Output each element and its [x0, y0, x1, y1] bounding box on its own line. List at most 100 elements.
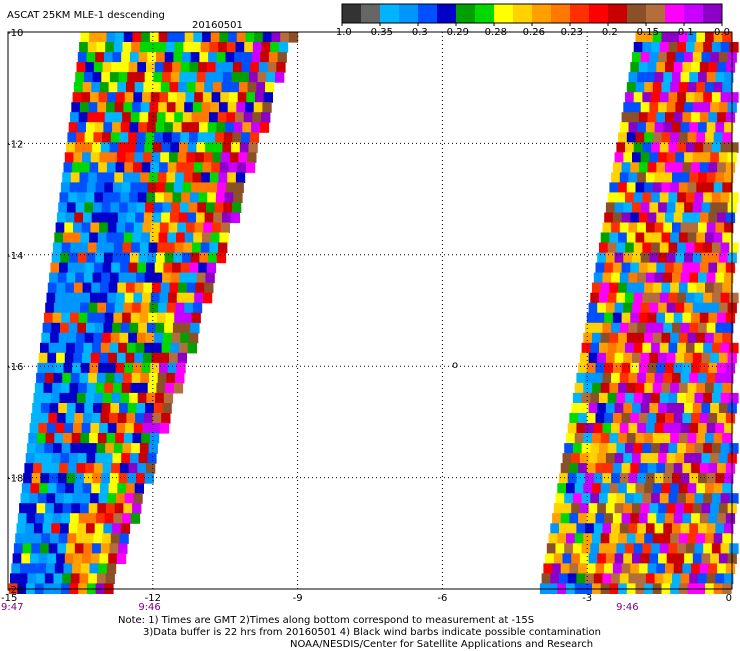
- data-cell: [609, 332, 619, 344]
- data-cell: [724, 222, 734, 234]
- data-cell: [691, 362, 701, 374]
- data-cell: [79, 242, 89, 254]
- data-cell: [50, 463, 60, 474]
- data-cell: [611, 172, 621, 183]
- data-cell: [708, 312, 718, 324]
- data-cell: [600, 533, 610, 544]
- data-cell: [11, 563, 21, 574]
- data-cell: [616, 493, 626, 504]
- data-cell: [120, 122, 131, 133]
- data-cell: [593, 322, 604, 334]
- data-cell: [705, 533, 715, 544]
- data-cell: [720, 242, 730, 254]
- data-cell: [101, 473, 111, 484]
- data-cell: [121, 182, 131, 193]
- data-cell: [74, 342, 85, 354]
- data-cell: [607, 342, 617, 354]
- data-cell: [149, 32, 160, 43]
- data-cell: [647, 212, 657, 224]
- data-cell: [83, 342, 93, 354]
- data-cell: [230, 82, 240, 93]
- axis-ticks: -10-12-14-16-18-20-15 -12 -9 -6 -3 09:47 9:46 9…: [1, 28, 732, 613]
- data-cell: [682, 212, 692, 224]
- data-cell: [72, 563, 82, 574]
- data-cell: [106, 503, 116, 514]
- data-cell: [635, 232, 645, 244]
- data-cell: [124, 162, 134, 173]
- data-cell: [90, 222, 100, 234]
- data-cell: [626, 182, 637, 193]
- data-cell: [689, 573, 699, 584]
- data-cell: [579, 403, 590, 414]
- data-cell: [717, 463, 727, 474]
- data-cell: [249, 132, 260, 143]
- data-cell: [64, 222, 74, 234]
- data-cell: [30, 553, 40, 564]
- data-cell: [64, 352, 75, 364]
- data-cell: [211, 92, 221, 103]
- data-cell: [708, 413, 718, 424]
- data-cell: [106, 232, 116, 244]
- data-cell: [54, 433, 64, 444]
- colorbar-label: -0.3: [408, 27, 428, 38]
- data-cell: [47, 352, 57, 364]
- data-cell: [635, 533, 645, 544]
- data-cell: [80, 102, 90, 113]
- data-cell: [659, 42, 670, 53]
- data-cell: [578, 413, 588, 424]
- data-cell: [645, 372, 656, 384]
- data-cell: [720, 292, 730, 304]
- data-cell: [658, 403, 668, 414]
- data-cell: [202, 162, 212, 173]
- colorbar-swatch: [608, 4, 628, 23]
- data-cell: [138, 122, 148, 133]
- data-cell: [89, 563, 99, 574]
- data-cell: [76, 62, 86, 73]
- data-cell: [106, 162, 117, 173]
- data-cell: [261, 42, 271, 53]
- data-cell: [103, 122, 113, 133]
- data-cell: [89, 433, 99, 444]
- data-cell: [654, 222, 664, 234]
- data-cell: [675, 352, 685, 364]
- data-cell: [77, 122, 87, 133]
- data-cell: [54, 563, 65, 574]
- data-cell: [659, 543, 670, 554]
- data-cell: [680, 473, 690, 484]
- data-cell: [720, 42, 730, 53]
- data-cell: [668, 292, 678, 304]
- data-cell: [652, 533, 663, 544]
- data-cell: [118, 272, 128, 284]
- data-cell: [96, 112, 106, 123]
- data-cell: [720, 493, 730, 504]
- data-cell: [567, 523, 577, 534]
- data-cell: [96, 513, 106, 524]
- data-cell: [625, 92, 635, 103]
- data-cell: [670, 332, 680, 344]
- data-cell: [663, 122, 673, 133]
- data-cell: [154, 332, 164, 344]
- data-cell: [80, 362, 91, 374]
- data-cell: [219, 102, 229, 113]
- data-cell: [121, 453, 131, 464]
- data-cell: [108, 553, 118, 564]
- data-cell: [162, 272, 172, 284]
- data-cell: [87, 242, 98, 254]
- data-cell: [46, 563, 56, 574]
- data-cell: [656, 463, 666, 474]
- data-cell: [139, 443, 150, 454]
- data-cell: [630, 112, 640, 123]
- data-cell: [85, 192, 95, 203]
- data-cell: [557, 483, 567, 494]
- data-cell: [661, 533, 671, 544]
- data-cell: [212, 222, 222, 234]
- data-cell: [248, 142, 258, 153]
- data-cell: [711, 392, 722, 404]
- data-cell: [192, 302, 203, 314]
- data-cell: [74, 212, 84, 224]
- data-cell: [722, 32, 732, 43]
- data-cell: [696, 182, 706, 193]
- data-cell: [37, 563, 47, 574]
- data-cell: [93, 132, 103, 143]
- data-cell: [40, 543, 50, 554]
